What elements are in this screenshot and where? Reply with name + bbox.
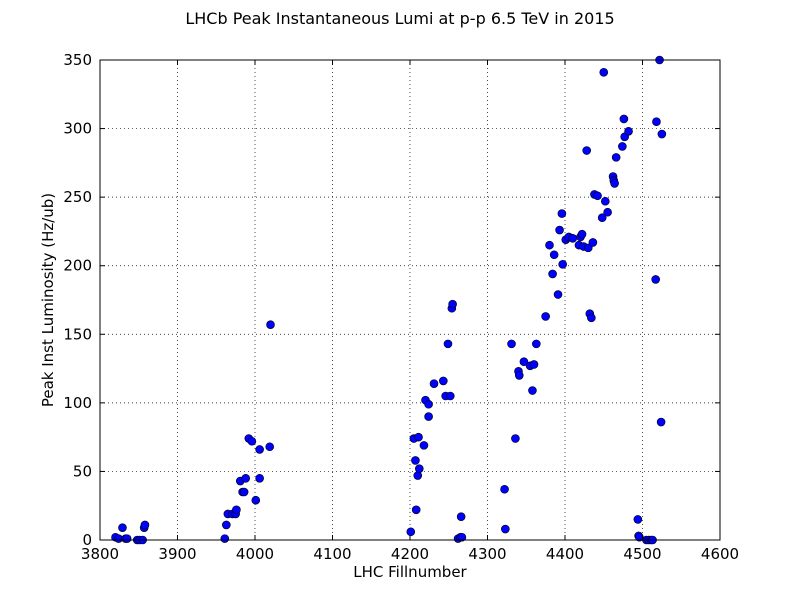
x-tick-label: 3800 bbox=[81, 545, 119, 563]
data-point bbox=[411, 505, 421, 515]
data-point bbox=[611, 153, 621, 162]
data-point bbox=[222, 520, 231, 530]
data-point bbox=[624, 127, 633, 136]
y-tick-label: 250 bbox=[63, 188, 92, 206]
data-point bbox=[122, 534, 132, 543]
x-tick-label: 3900 bbox=[158, 545, 196, 563]
data-point bbox=[597, 213, 607, 223]
x-tick-label: 4000 bbox=[236, 545, 274, 563]
grid-lines bbox=[100, 60, 720, 540]
data-point bbox=[600, 196, 610, 206]
data-point bbox=[448, 299, 457, 309]
y-tick-label: 150 bbox=[63, 325, 92, 343]
y-tick-label: 50 bbox=[73, 462, 92, 480]
data-point bbox=[656, 417, 666, 427]
data-point bbox=[545, 240, 554, 250]
data-point bbox=[553, 290, 563, 299]
data-point bbox=[251, 495, 261, 505]
x-tick-label: 4100 bbox=[313, 545, 351, 563]
data-point bbox=[532, 339, 541, 349]
data-point bbox=[558, 260, 567, 269]
data-point bbox=[555, 225, 564, 235]
data-point bbox=[593, 191, 602, 201]
data-point bbox=[445, 391, 455, 401]
data-point bbox=[500, 484, 509, 494]
data-point bbox=[657, 129, 667, 139]
data-point bbox=[424, 412, 433, 421]
data-point bbox=[255, 445, 264, 454]
data-point bbox=[582, 146, 592, 155]
data-point bbox=[501, 524, 510, 534]
data-point bbox=[419, 441, 429, 450]
data-point bbox=[619, 114, 629, 124]
data-point bbox=[247, 436, 257, 446]
data-point bbox=[519, 357, 529, 367]
data-point bbox=[118, 523, 127, 532]
data-point bbox=[406, 527, 416, 537]
data-point bbox=[529, 360, 539, 369]
axis-ticks bbox=[99, 59, 721, 541]
data-point bbox=[587, 313, 596, 323]
chart-title: LHCb Peak Instantaneous Lumi at p-p 6.5 … bbox=[185, 9, 614, 28]
data-point bbox=[549, 250, 559, 260]
data-point bbox=[439, 376, 448, 386]
data-point bbox=[140, 520, 150, 530]
data-point bbox=[514, 371, 524, 380]
data-point bbox=[652, 117, 661, 127]
y-tick-label: 300 bbox=[63, 120, 92, 138]
data-point bbox=[239, 487, 249, 497]
data-point bbox=[548, 269, 557, 279]
tick-labels: 3800 3900 4000 4100 4200 4300 4400 4500 4600 0 50 1… bbox=[63, 51, 739, 563]
data-point bbox=[557, 209, 567, 218]
data-point bbox=[266, 320, 275, 329]
data-point bbox=[429, 379, 439, 388]
data-point bbox=[457, 532, 467, 542]
x-axis-label: LHC Fillnumber bbox=[353, 563, 467, 581]
data-point bbox=[568, 233, 578, 243]
x-tick-label: 4400 bbox=[546, 545, 584, 563]
data-point bbox=[265, 442, 275, 452]
data-point bbox=[577, 229, 587, 239]
data-points bbox=[111, 55, 667, 545]
data-point bbox=[443, 339, 453, 349]
data-point bbox=[411, 456, 420, 465]
y-tick-label: 350 bbox=[63, 51, 92, 69]
data-point bbox=[633, 515, 643, 524]
y-axis-label: Peak Inst Luminosity (Hz/ub) bbox=[39, 193, 57, 407]
data-point bbox=[456, 512, 466, 521]
data-point bbox=[255, 473, 264, 483]
data-point bbox=[414, 432, 423, 442]
data-point bbox=[610, 179, 619, 188]
data-point bbox=[603, 207, 612, 217]
y-tick-label: 200 bbox=[63, 257, 92, 275]
x-tick-label: 4300 bbox=[468, 545, 506, 563]
data-point bbox=[583, 243, 593, 253]
x-tick-label: 4200 bbox=[391, 545, 429, 563]
data-point bbox=[588, 238, 598, 247]
data-point bbox=[599, 68, 609, 77]
data-point bbox=[511, 434, 520, 443]
data-point bbox=[507, 339, 516, 349]
data-point bbox=[414, 464, 424, 473]
data-point bbox=[424, 399, 433, 409]
data-point bbox=[618, 142, 627, 151]
data-point bbox=[541, 312, 550, 321]
data-point bbox=[241, 473, 250, 483]
y-tick-label: 0 bbox=[82, 531, 92, 549]
x-tick-label: 4500 bbox=[623, 545, 661, 563]
data-point bbox=[232, 505, 241, 515]
y-tick-label: 100 bbox=[63, 394, 92, 412]
x-tick-label: 4600 bbox=[701, 545, 739, 563]
data-point bbox=[528, 386, 537, 395]
data-point bbox=[220, 534, 230, 543]
data-point bbox=[651, 275, 660, 284]
